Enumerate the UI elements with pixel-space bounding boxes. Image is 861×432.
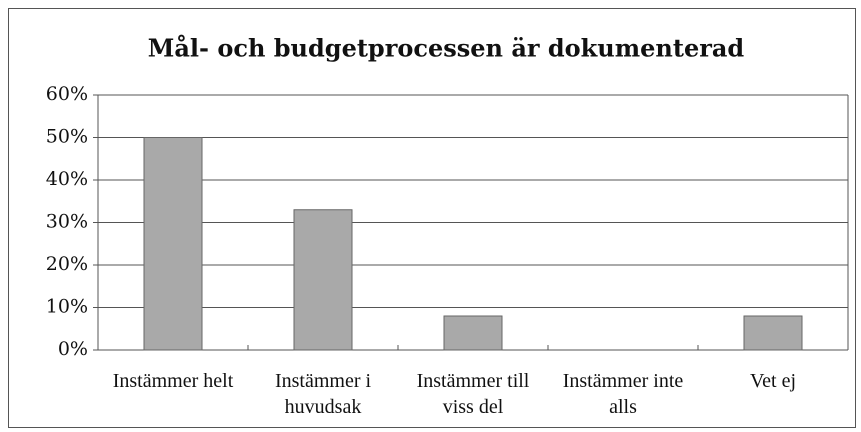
y-tick-label: 30% [46,211,88,233]
y-tick-label: 50% [46,126,88,148]
y-tick-label: 0% [58,338,88,360]
x-tick-label: Instämmer helt [112,370,234,392]
y-tick-label: 10% [46,296,88,318]
x-tick-label: Instämmer till viss del [416,370,530,418]
chart-title: Mål- och budgetprocessen är dokumenterad [148,34,745,63]
y-tick-label: 60% [46,83,88,105]
y-tick-label: 40% [46,168,88,190]
x-tick-label: Vet ej [749,370,797,392]
x-tick-label: Instämmer i huvudsak [274,370,372,418]
bar [293,209,353,351]
chart-frame [8,8,856,428]
y-tick-label: 20% [46,253,88,275]
x-tick-label: Instämmer inte alls [562,370,684,418]
bar [143,137,203,351]
bar [443,315,503,351]
bar [743,315,803,351]
